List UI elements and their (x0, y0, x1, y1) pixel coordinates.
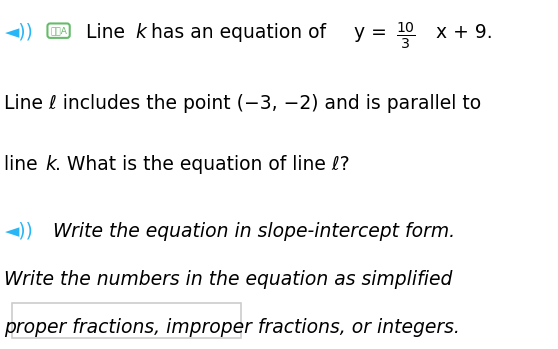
Text: $\frac{10}{3}$: $\frac{10}{3}$ (396, 21, 416, 51)
Text: 翻訳A: 翻訳A (50, 26, 67, 35)
Text: k: k (136, 23, 146, 42)
Text: Write the equation in slope-intercept form.: Write the equation in slope-intercept fo… (47, 222, 455, 240)
Text: . What is the equation of line ℓ?: . What is the equation of line ℓ? (55, 155, 350, 174)
Text: k: k (46, 155, 56, 174)
Text: ◄)): ◄)) (4, 222, 33, 240)
Text: Line ℓ includes the point (−3, −2) and is parallel to: Line ℓ includes the point (−3, −2) and i… (4, 94, 482, 113)
Text: ◄)): ◄)) (4, 23, 33, 42)
FancyBboxPatch shape (12, 303, 241, 338)
Text: has an equation of: has an equation of (145, 23, 332, 42)
Text: Line: Line (86, 23, 132, 42)
Text: proper fractions, improper fractions, or integers.: proper fractions, improper fractions, or… (4, 318, 460, 336)
Text: y =: y = (354, 23, 393, 42)
Text: line: line (4, 155, 44, 174)
Text: Write the numbers in the equation as simplified: Write the numbers in the equation as sim… (4, 270, 453, 289)
Text: x + 9.: x + 9. (436, 23, 493, 42)
